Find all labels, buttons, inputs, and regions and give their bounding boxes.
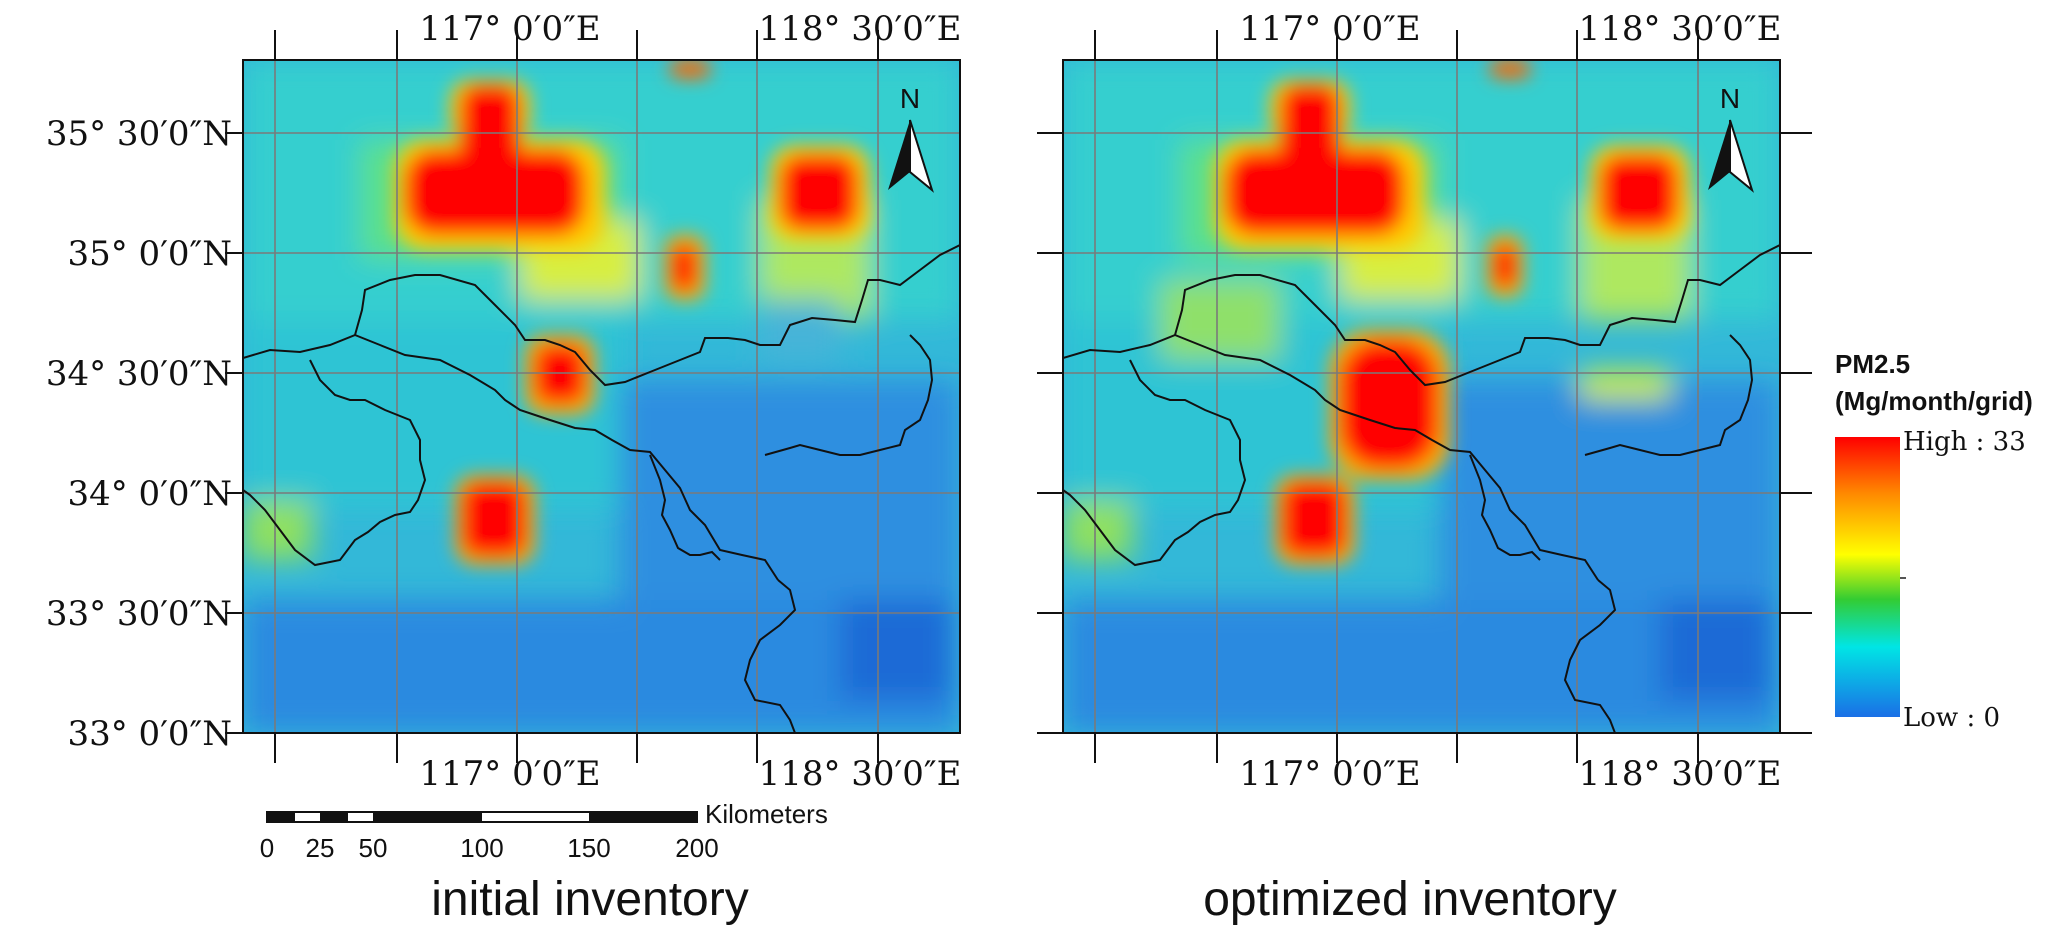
graticule-optimized [1063, 60, 1780, 733]
north-label: N [900, 83, 920, 114]
lon-label-bottom-118: 118° 30′0″E [1579, 754, 1782, 794]
scale-tick-100: 100 [460, 833, 503, 863]
admin-boundaries-initial [243, 244, 960, 733]
map-panel-optimized: N 117° 0′0″E 118° 30′0″E 117° 0′0″E 118°… [1037, 9, 1812, 926]
lat-label-3330: 33° 30′0″N [46, 594, 232, 634]
lat-label-3400: 34° 0′0″N [67, 474, 232, 514]
scale-tick-25: 25 [306, 833, 335, 863]
scale-unit: Kilometers [705, 799, 828, 829]
lon-label-bottom-118: 118° 30′0″E [759, 754, 962, 794]
heat-hotspots-initial [395, 60, 870, 565]
north-arrow-icon: N [1708, 83, 1754, 193]
map-frame-optimized [1062, 59, 1781, 734]
legend-high-label: High : 33 [1903, 427, 2026, 457]
lon-label-bottom-117: 117° 0′0″E [1239, 754, 1420, 794]
legend-low-label: Low : 0 [1903, 703, 2000, 733]
lat-label-3300: 33° 0′0″N [67, 714, 232, 754]
legend-color-ramp [1835, 437, 1900, 717]
map-panel-initial: N 117° 0′0″E 118° 30′0″E 117° 0′0″E 118°… [46, 9, 962, 926]
ticks-initial [225, 30, 879, 763]
legend: PM2.5 (Mg/month/grid) High : 33 Low : 0 [1835, 349, 2033, 733]
lon-label-bottom-117: 117° 0′0″E [419, 754, 600, 794]
graticule-initial [243, 60, 960, 733]
heatmap-initial [243, 60, 960, 733]
lat-label-3500: 35° 0′0″N [67, 234, 232, 274]
scale-tick-0: 0 [260, 833, 274, 863]
scale-tick-200: 200 [675, 833, 718, 863]
map-frame-initial [242, 59, 961, 734]
lon-label-top-117: 117° 0′0″E [1239, 9, 1420, 49]
north-arrow-icon: N [888, 83, 934, 193]
north-label: N [1720, 83, 1740, 114]
lon-label-top-118: 118° 30′0″E [759, 9, 962, 49]
lon-label-top-118: 118° 30′0″E [1579, 9, 1782, 49]
legend-subtitle: (Mg/month/grid) [1835, 386, 2033, 416]
admin-boundaries-optimized [1063, 244, 1780, 733]
lat-label-3530: 35° 30′0″N [46, 114, 232, 154]
scale-tick-50: 50 [359, 833, 388, 863]
scale-tick-150: 150 [567, 833, 610, 863]
legend-title: PM2.5 [1835, 349, 1910, 379]
lon-label-top-117: 117° 0′0″E [419, 9, 600, 49]
ticks-optimized [1037, 30, 1812, 763]
lat-label-3430: 34° 30′0″N [46, 354, 232, 394]
scale-bar: Kilometers 0 25 50 100 150 200 [260, 799, 828, 863]
heat-hotspots-optimized [1215, 60, 1690, 565]
caption-initial: initial inventory [431, 873, 748, 926]
caption-optimized: optimized inventory [1203, 873, 1617, 926]
heatmap-optimized [1063, 60, 1780, 733]
